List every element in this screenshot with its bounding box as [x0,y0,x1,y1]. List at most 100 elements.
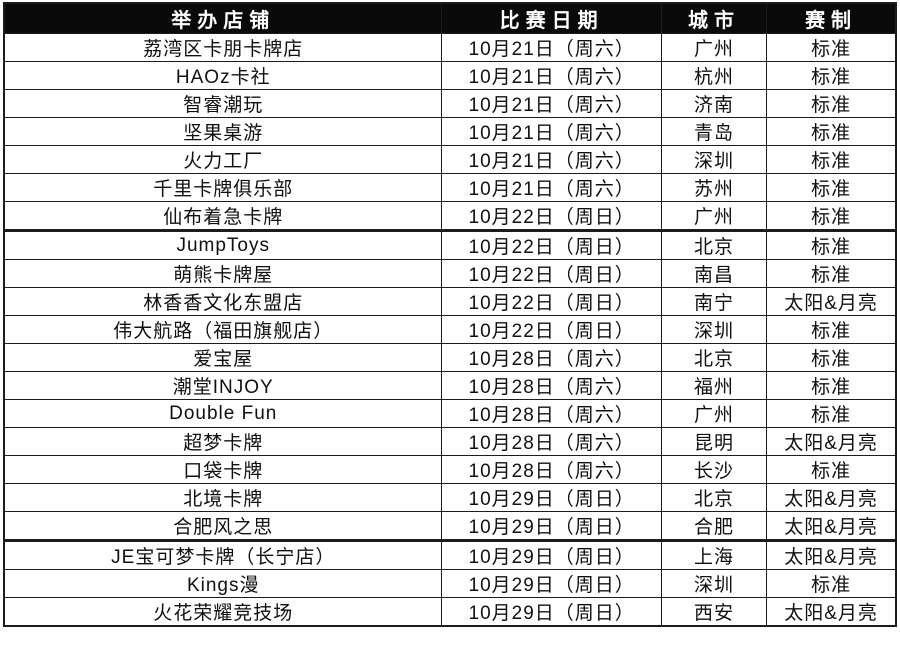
store-cell: JumpToys [3,230,443,260]
table-row: 坚果桌游 10月21日（周六） 青岛 标准 [3,117,897,146]
date-cell: 10月21日（周六） [441,117,662,146]
city-cell: 深圳 [660,569,768,598]
store-cell: 北境卡牌 [3,483,443,512]
format-cell: 标准 [766,343,897,372]
store-cell: 坚果桌游 [3,117,443,146]
table-row: 萌熊卡牌屋 10月22日（周日） 南昌 标准 [3,259,897,288]
column-header-store: 举办店铺 [3,2,443,34]
table-row: 千里卡牌俱乐部 10月21日（周六） 苏州 标准 [3,173,897,202]
date-cell: 10月21日（周六） [441,89,662,118]
city-cell: 杭州 [660,61,768,90]
store-cell: 合肥风之思 [3,511,443,542]
city-cell: 南宁 [660,287,768,316]
format-cell: 标准 [766,61,897,90]
table-row: 爱宝屋 10月28日（周六） 北京 标准 [3,343,897,372]
city-cell: 北京 [660,230,768,260]
format-cell: 标准 [766,455,897,484]
table-row: 北境卡牌 10月29日（周日） 北京 太阳&月亮 [3,483,897,512]
store-cell: 林香香文化东盟店 [3,287,443,316]
store-cell: 萌熊卡牌屋 [3,259,443,288]
format-cell: 标准 [766,230,897,260]
city-cell: 南昌 [660,259,768,288]
table-row: 林香香文化东盟店 10月22日（周日） 南宁 太阳&月亮 [3,287,897,316]
city-cell: 苏州 [660,173,768,202]
store-cell: 荔湾区卡朋卡牌店 [3,33,443,62]
table-row: 超梦卡牌 10月28日（周六） 昆明 太阳&月亮 [3,427,897,456]
column-header-date: 比赛日期 [441,2,662,34]
city-cell: 福州 [660,371,768,400]
store-cell: 爱宝屋 [3,343,443,372]
store-cell: 千里卡牌俱乐部 [3,173,443,202]
date-cell: 10月21日（周六） [441,33,662,62]
format-cell: 太阳&月亮 [766,511,897,542]
table-row: 火花荣耀竞技场 10月29日（周日） 西安 太阳&月亮 [3,597,897,627]
store-cell: JE宝可梦卡牌（长宁店） [3,540,443,570]
format-cell: 标准 [766,569,897,598]
table-row: 荔湾区卡朋卡牌店 10月21日（周六） 广州 标准 [3,33,897,62]
format-cell: 标准 [766,399,897,428]
city-cell: 北京 [660,483,768,512]
format-cell: 太阳&月亮 [766,483,897,512]
store-cell: 火花荣耀竞技场 [3,597,443,627]
city-cell: 合肥 [660,511,768,542]
date-cell: 10月29日（周日） [441,597,662,627]
date-cell: 10月29日（周日） [441,483,662,512]
city-cell: 西安 [660,597,768,627]
table-row: 智睿潮玩 10月21日（周六） 济南 标准 [3,89,897,118]
table-row: 口袋卡牌 10月28日（周六） 长沙 标准 [3,455,897,484]
store-cell: 火力工厂 [3,145,443,174]
format-cell: 标准 [766,315,897,344]
date-cell: 10月28日（周六） [441,371,662,400]
format-cell: 标准 [766,89,897,118]
format-cell: 标准 [766,371,897,400]
date-cell: 10月22日（周日） [441,201,662,232]
date-cell: 10月22日（周日） [441,287,662,316]
format-cell: 标准 [766,33,897,62]
table-header-row: 举办店铺 比赛日期 城市 赛制 [3,2,897,34]
column-header-format: 赛制 [766,2,897,34]
date-cell: 10月28日（周六） [441,455,662,484]
column-header-city: 城市 [660,2,768,34]
table-row: 仙布着急卡牌 10月22日（周日） 广州 标准 [3,201,897,232]
table-body: 荔湾区卡朋卡牌店 10月21日（周六） 广州 标准 HAOz卡社 10月21日（周六） 杭州… [3,33,897,627]
city-cell: 深圳 [660,145,768,174]
date-cell: 10月28日（周六） [441,343,662,372]
city-cell: 广州 [660,33,768,62]
table-row: JumpToys 10月22日（周日） 北京 标准 [3,230,897,260]
store-cell: 潮堂INJOY [3,371,443,400]
store-cell: Kings漫 [3,569,443,598]
date-cell: 10月21日（周六） [441,145,662,174]
city-cell: 昆明 [660,427,768,456]
city-cell: 广州 [660,201,768,232]
date-cell: 10月29日（周日） [441,511,662,542]
date-cell: 10月22日（周日） [441,259,662,288]
store-cell: HAOz卡社 [3,61,443,90]
table-row: Kings漫 10月29日（周日） 深圳 标准 [3,569,897,598]
format-cell: 标准 [766,173,897,202]
date-cell: 10月29日（周日） [441,540,662,570]
table-row: Double Fun 10月28日（周六） 广州 标准 [3,399,897,428]
store-cell: 口袋卡牌 [3,455,443,484]
table-row: 潮堂INJOY 10月28日（周六） 福州 标准 [3,371,897,400]
table-row: HAOz卡社 10月21日（周六） 杭州 标准 [3,61,897,90]
date-cell: 10月29日（周日） [441,569,662,598]
format-cell: 太阳&月亮 [766,540,897,570]
city-cell: 上海 [660,540,768,570]
format-cell: 太阳&月亮 [766,597,897,627]
city-cell: 长沙 [660,455,768,484]
date-cell: 10月28日（周六） [441,399,662,428]
city-cell: 深圳 [660,315,768,344]
format-cell: 标准 [766,145,897,174]
format-cell: 太阳&月亮 [766,287,897,316]
date-cell: 10月28日（周六） [441,427,662,456]
date-cell: 10月22日（周日） [441,230,662,260]
city-cell: 济南 [660,89,768,118]
date-cell: 10月21日（周六） [441,173,662,202]
city-cell: 青岛 [660,117,768,146]
table-row: 合肥风之思 10月29日（周日） 合肥 太阳&月亮 [3,511,897,542]
table-row: 伟大航路（福田旗舰店） 10月22日（周日） 深圳 标准 [3,315,897,344]
format-cell: 标准 [766,117,897,146]
table-row: JE宝可梦卡牌（长宁店） 10月29日（周日） 上海 太阳&月亮 [3,540,897,570]
tournament-schedule-table: 举办店铺 比赛日期 城市 赛制 荔湾区卡朋卡牌店 10月21日（周六） 广州 标准 HAOz卡… [3,2,897,627]
store-cell: 伟大航路（福田旗舰店） [3,315,443,344]
